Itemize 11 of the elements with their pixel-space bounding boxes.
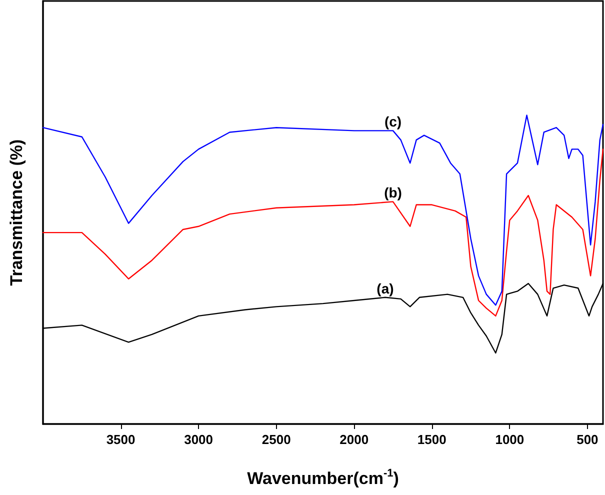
- x-tick-label: 3500: [106, 432, 136, 447]
- series-label: (c): [384, 114, 402, 130]
- series-label: (a): [376, 280, 394, 296]
- x-tick-label: 1500: [417, 432, 446, 447]
- x-tick-label: 2500: [262, 432, 291, 447]
- x-tick-label: 1000: [495, 432, 524, 447]
- x-tick-label: 2000: [340, 432, 369, 447]
- x-tick-label: 500: [576, 432, 598, 447]
- y-axis-title: Transmittance (%): [7, 139, 26, 286]
- series-label: (b): [384, 184, 402, 201]
- x-tick-label: 3000: [184, 432, 214, 447]
